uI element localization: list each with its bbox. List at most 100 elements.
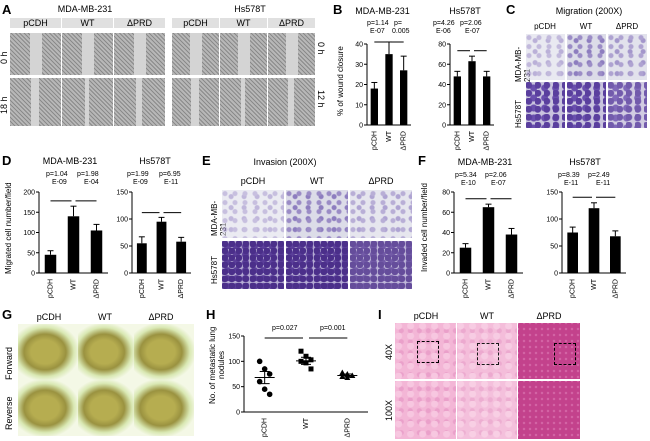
panel-f-chart1-title: MDA-MB-231 (457, 157, 513, 167)
x-tick-label: pCDH (454, 131, 461, 150)
panel-d-c1-p1: p=1.04 (46, 171, 68, 178)
x-tick-label: ΔPRD (344, 418, 351, 437)
panel-f-c1-p1b: E-10 (461, 180, 476, 187)
y-tick-label: 100 (116, 217, 128, 224)
bar (385, 54, 393, 125)
panel-g-row-0: Forward (4, 346, 14, 380)
he-image-prd-40x (518, 323, 580, 379)
panel-e-row-1: Hs578T (210, 255, 219, 284)
panel-f-c1-p2b: E-07 (491, 180, 506, 187)
panel-f-c2-p2: p=2.49 (588, 172, 610, 179)
y-tick-label: 50 (232, 384, 240, 391)
lung-image-wt-forward (78, 324, 136, 380)
panel-b-c2-p2b: E-07 (465, 28, 480, 35)
invasion-image-mda-wt (286, 190, 348, 238)
he-image-pcdh-40x (395, 323, 456, 379)
y-tick-label: 0 (442, 123, 446, 130)
panel-a-col-4: WT (220, 18, 267, 28)
y-tick-label: 150 (546, 190, 558, 197)
panel-f-c1-p1: p=5.34 (455, 172, 477, 179)
he-image-wt-40x (457, 323, 517, 379)
y-tick-label: 100 (228, 359, 240, 366)
y-tick-label: 0 (124, 271, 128, 278)
panel-b-c2-p2: p=2.06 (460, 20, 482, 27)
x-tick-label: pCDH (570, 279, 577, 298)
data-point (298, 358, 304, 364)
panel-a-row-left-0: 0 h (0, 51, 9, 64)
panel-g-col-2: ΔPRD (148, 312, 174, 322)
y-tick-label: 40 (442, 230, 450, 237)
panel-f-c2-p1: p=8.39 (558, 172, 580, 179)
data-point (308, 357, 314, 363)
bar (44, 254, 57, 273)
chart-h: 0 50 100 150 pCDH WT ΔPRD (228, 334, 368, 437)
panel-label-f: F (418, 153, 426, 168)
he-image-wt-100x (457, 381, 517, 439)
data-point (339, 373, 346, 380)
migration-image-mda-wt (567, 34, 606, 80)
panel-a-row-left-1: 18 h (0, 96, 9, 114)
y-tick-label: 60 (442, 210, 450, 217)
y-tick-label: 80 (438, 42, 446, 49)
migration-image-hs-pcdh (526, 82, 565, 128)
y-tick-label: 50 (120, 244, 128, 251)
wound-image-mda-wt-18h (62, 78, 113, 126)
y-tick-label: 0 (359, 123, 363, 130)
x-tick-label: pCDH (48, 279, 55, 298)
x-tick-label: ΔPRD (612, 279, 619, 298)
panel-h-p1: p=0.027 (272, 325, 298, 332)
panel-c-col-1: WT (579, 22, 593, 31)
panel-b-chart1-title: MDA-MB-231 (355, 6, 410, 16)
panel-a-row-right-1: 12 h (316, 90, 326, 108)
panel-i-row-1: 100X (384, 399, 394, 421)
wound-image-mda-wt-0h (62, 33, 113, 75)
lung-image-pcdh-forward (18, 324, 78, 380)
he-image-prd-100x (518, 381, 580, 439)
panel-c-row-1: Hs578T (514, 99, 523, 128)
wound-image-hs-wt-0h (220, 33, 267, 75)
panel-label-i: I (378, 307, 382, 322)
panel-d-c2-p1: p=1.99 (127, 171, 149, 178)
chart-d1: 0 50 100 150 200 pCDH WT ΔPRD (23, 190, 108, 298)
chart-b2: 0 20 40 60 80 pCDH WT ΔPRD (438, 42, 494, 150)
x-tick-label: WT (591, 278, 598, 290)
bar (567, 232, 578, 273)
panel-label-a: A (2, 2, 12, 17)
panel-d-chart2-title: Hs578T (139, 156, 171, 166)
migration-image-mda-prd (608, 34, 647, 80)
chart-f1: 0 20 40 60 80 pCDH WT ΔPRD (442, 190, 523, 298)
lung-image-wt-reverse (78, 380, 136, 436)
x-tick-label: ΔPRD (509, 279, 516, 298)
panel-c-col-0: pCDH (534, 22, 556, 31)
panel-b-chart2-title: Hs578T (449, 6, 481, 16)
panel-g-col-0: pCDH (36, 312, 62, 322)
bar (176, 241, 187, 273)
panel-a-cell1: MDA-MB-231 (57, 4, 113, 14)
lung-image-pcdh-reverse (18, 380, 78, 436)
data-point (256, 358, 263, 365)
y-tick-label: 200 (23, 190, 35, 197)
data-point (298, 348, 304, 354)
bar (67, 216, 80, 273)
panel-e-title: Invasion (200X) (253, 157, 317, 167)
y-tick-label: 0 (554, 271, 558, 278)
x-tick-label: WT (486, 278, 493, 290)
data-point (256, 378, 263, 385)
lung-image-prd-forward (134, 324, 194, 380)
wound-image-hs-pcdh-0h (172, 33, 219, 75)
y-tick-label: 30 (355, 62, 363, 69)
wound-image-mda-pcdh-18h (10, 78, 61, 126)
chart-d2: 0 50 100 150 pCDH WT ΔPRD (116, 190, 191, 298)
panel-b-c1-p2: p= (394, 20, 402, 27)
panel-e-col-1: WT (310, 176, 324, 186)
chart-f2: 0 50 100 150 pCDH WT ΔPRD (546, 190, 626, 298)
panel-f-c2-p1b: E-11 (564, 180, 579, 187)
lung-image-prd-reverse (134, 380, 194, 436)
x-tick-label: WT (303, 417, 310, 429)
chart-b1: 0 10 20 30 40 pCDH WT ΔPRD (355, 41, 411, 150)
y-tick-label: 80 (442, 190, 450, 197)
y-tick-label: 150 (116, 190, 128, 197)
x-tick-label: pCDH (463, 279, 470, 298)
panel-a-col-3: pCDH (172, 18, 219, 28)
data-point (303, 353, 309, 359)
